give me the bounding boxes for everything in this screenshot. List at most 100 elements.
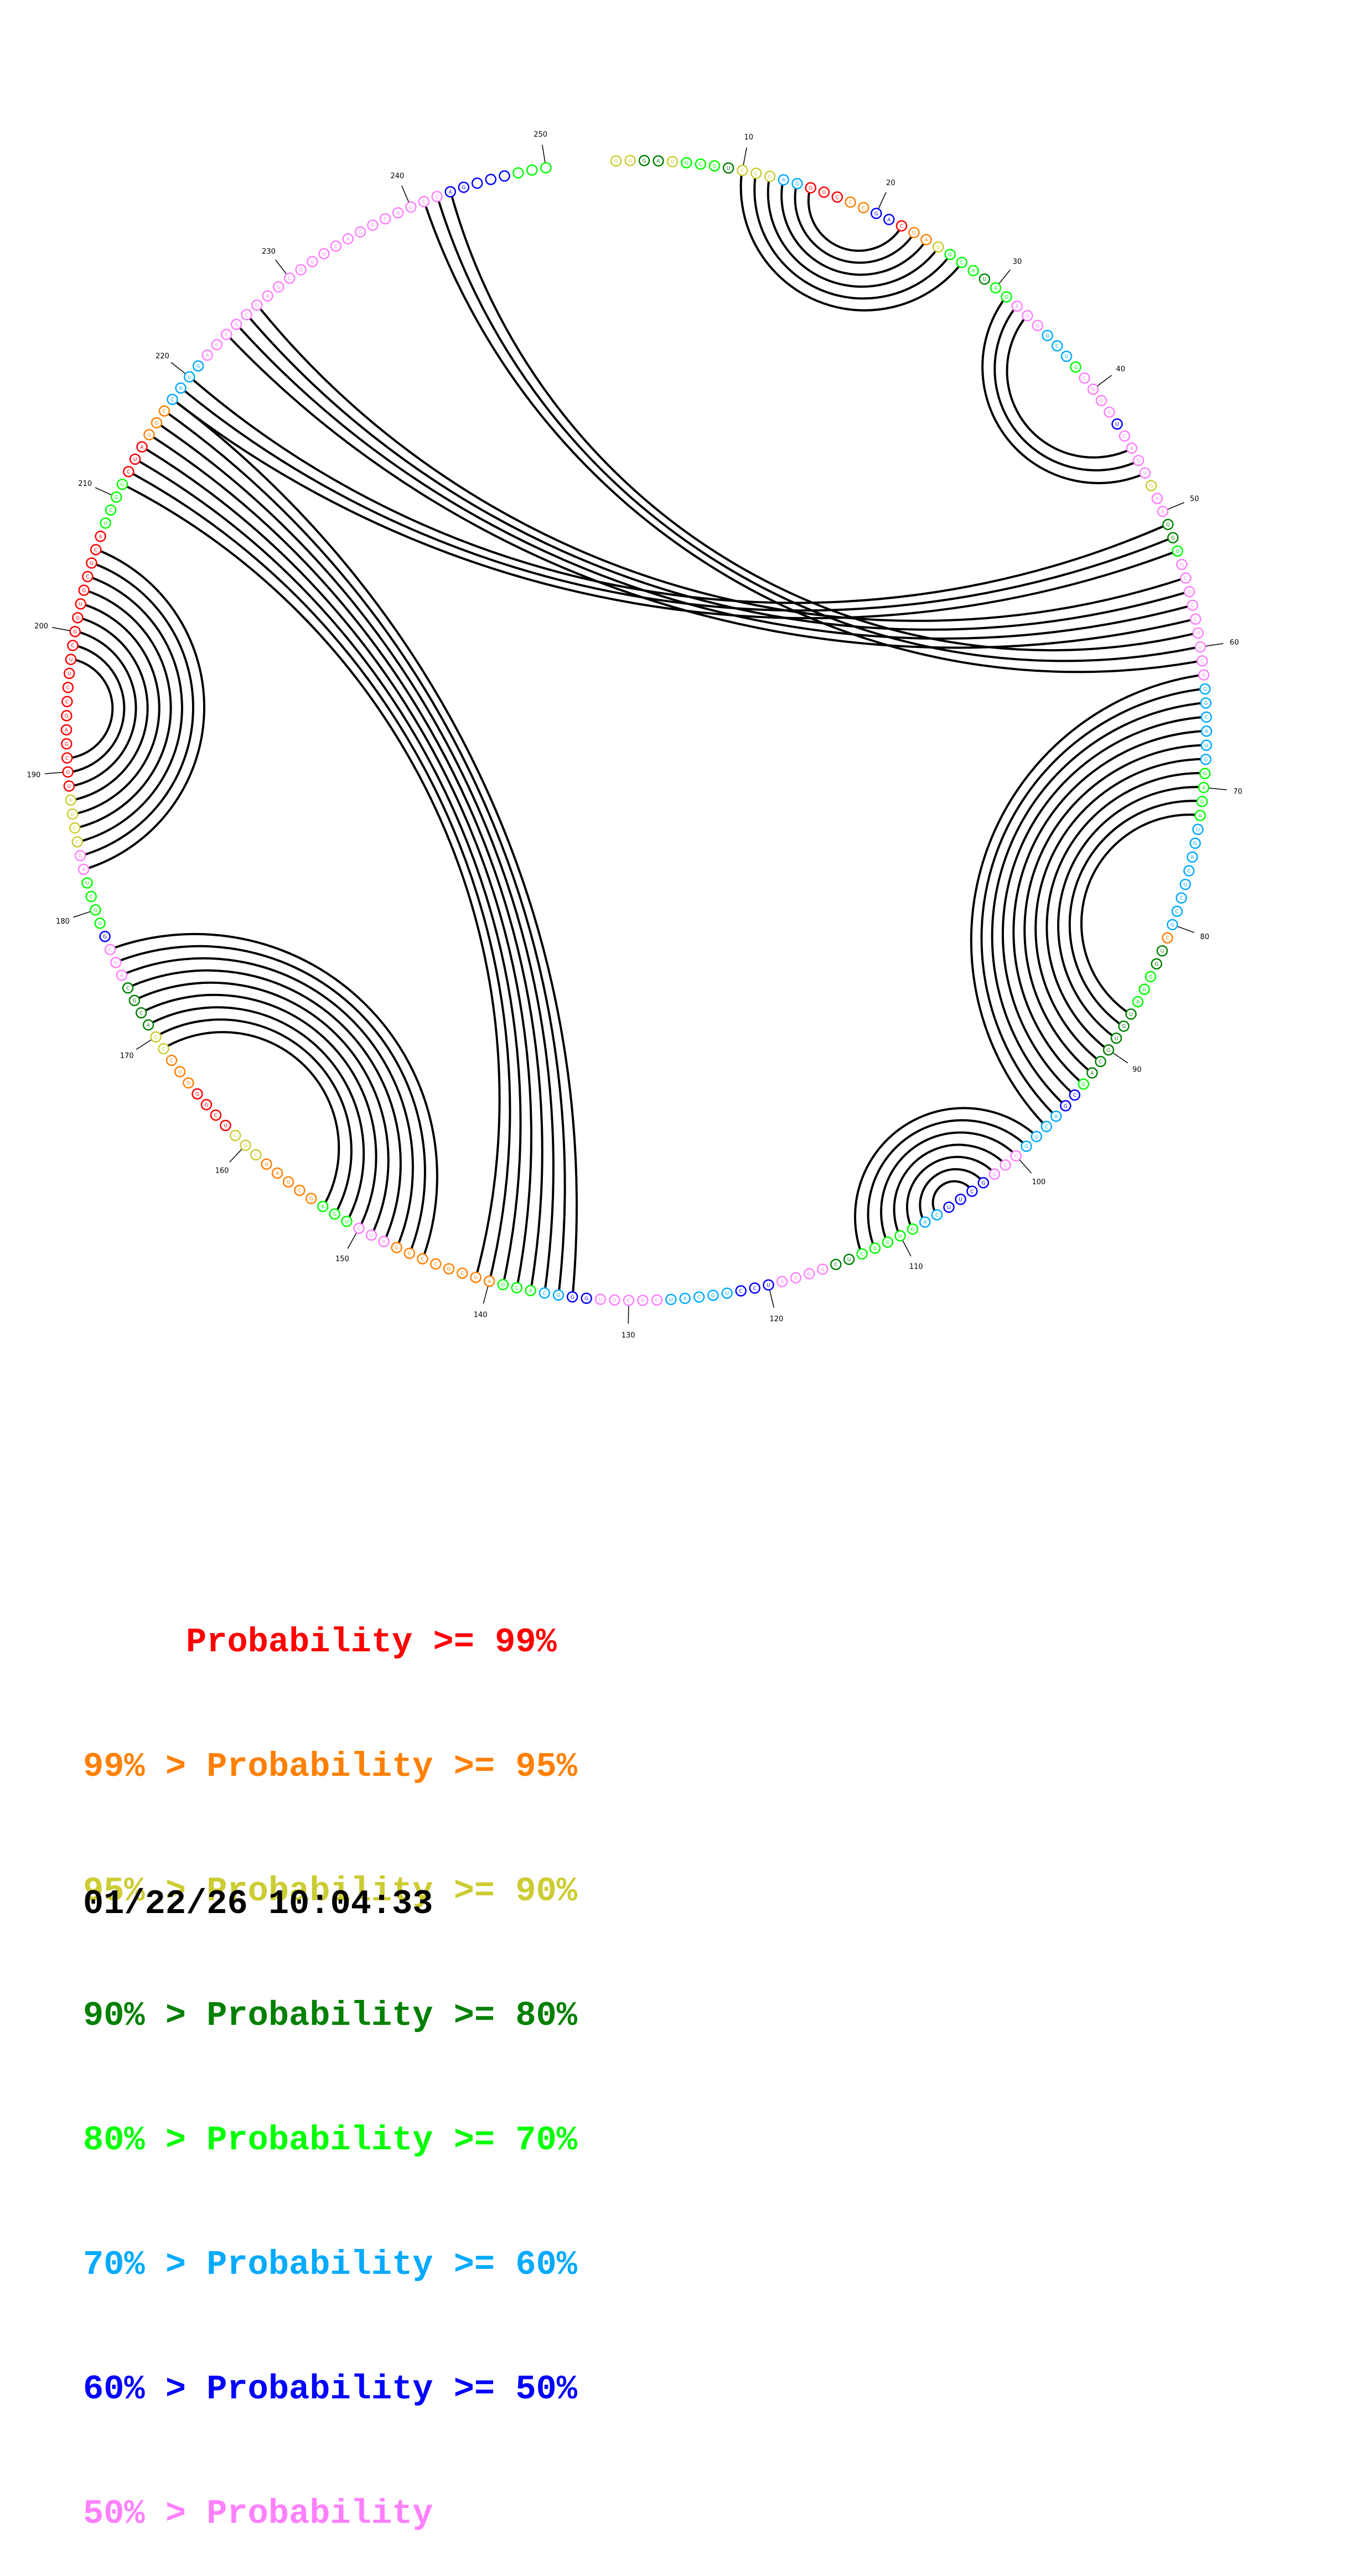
nucleotide: C bbox=[123, 466, 134, 478]
nucleotide: U bbox=[341, 1215, 353, 1227]
svg-text:130: 130 bbox=[622, 1331, 635, 1340]
svg-text:G: G bbox=[94, 908, 97, 914]
svg-text:U: U bbox=[1115, 1036, 1119, 1041]
svg-text:G: G bbox=[65, 714, 69, 719]
svg-text:220: 220 bbox=[156, 353, 169, 361]
nucleotide: C bbox=[104, 944, 116, 956]
nucleotide: C bbox=[749, 1282, 760, 1294]
nucleotide: C bbox=[105, 504, 117, 516]
position-tick: 240 bbox=[390, 172, 410, 203]
nucleotide: C bbox=[379, 213, 391, 225]
nucleotide: C bbox=[71, 836, 84, 848]
nucleotide: G bbox=[305, 1193, 317, 1205]
nucleotide: C bbox=[856, 1248, 868, 1260]
svg-text:A: A bbox=[994, 286, 998, 291]
nucleotide: G bbox=[1042, 330, 1053, 341]
nucleotide: G bbox=[1176, 558, 1188, 571]
svg-text:A: A bbox=[140, 445, 144, 450]
nucleotide: G bbox=[1200, 697, 1212, 709]
svg-text:U: U bbox=[725, 1291, 729, 1297]
svg-text:G: G bbox=[121, 483, 125, 488]
position-tick: 220 bbox=[156, 353, 185, 374]
nucleotide: G bbox=[1167, 532, 1179, 543]
nucleotide: G bbox=[1194, 810, 1206, 821]
svg-text:G: G bbox=[1081, 1082, 1085, 1087]
svg-text:40: 40 bbox=[1116, 365, 1125, 374]
svg-text:C: C bbox=[834, 1262, 837, 1268]
nucleotide: A bbox=[142, 1019, 154, 1031]
svg-text:C: C bbox=[357, 1226, 360, 1232]
nucleotide: C bbox=[353, 1222, 365, 1234]
nucleotide: U bbox=[63, 780, 75, 792]
svg-text:250: 250 bbox=[534, 131, 547, 139]
svg-text:G: G bbox=[71, 812, 75, 817]
svg-text:G: G bbox=[1204, 701, 1208, 707]
nucleotide: U bbox=[1125, 1008, 1137, 1020]
svg-text:G: G bbox=[1171, 922, 1174, 928]
base-pair-arc bbox=[424, 205, 1198, 673]
svg-text:C: C bbox=[94, 548, 97, 553]
svg-text:A: A bbox=[1016, 304, 1019, 310]
svg-text:A: A bbox=[69, 798, 73, 804]
base-pair-arc bbox=[229, 337, 1191, 649]
svg-text:C: C bbox=[886, 1240, 889, 1246]
svg-text:C: C bbox=[170, 1058, 173, 1064]
nucleotide: G bbox=[272, 281, 284, 293]
nucleotide: G bbox=[192, 360, 204, 372]
nucleotide: G bbox=[282, 1176, 294, 1188]
svg-text:C: C bbox=[234, 1133, 237, 1139]
nucleotide: C bbox=[211, 339, 223, 351]
nucleotide: A bbox=[60, 724, 73, 735]
base-pair-arc bbox=[780, 184, 925, 276]
base-pair-arc bbox=[139, 460, 522, 1281]
position-tick: 70 bbox=[1209, 787, 1242, 796]
svg-text:G: G bbox=[1171, 536, 1175, 541]
nucleotide: U bbox=[220, 1119, 231, 1131]
nucleotide: C bbox=[158, 405, 170, 417]
nucleotide bbox=[471, 177, 483, 189]
svg-text:G: G bbox=[1036, 323, 1039, 329]
svg-text:G: G bbox=[287, 1180, 291, 1185]
position-tick: 210 bbox=[78, 480, 112, 495]
svg-text:G: G bbox=[1005, 295, 1008, 300]
nucleotide: C bbox=[1079, 372, 1090, 384]
nucleotide: A bbox=[1011, 300, 1023, 312]
svg-text:U: U bbox=[1035, 1134, 1039, 1140]
svg-text:A: A bbox=[1054, 1114, 1058, 1119]
position-tick: 90 bbox=[1112, 1053, 1142, 1074]
base-pair-arc bbox=[132, 969, 402, 1238]
nucleotide: U bbox=[65, 654, 77, 665]
base-pair-arc bbox=[74, 631, 137, 787]
nucleotide: U bbox=[665, 1293, 677, 1305]
svg-text:A: A bbox=[99, 534, 103, 540]
legend-entry-1: 99% > Probability >= 95% bbox=[83, 1747, 577, 1786]
nucleotide: A bbox=[271, 1167, 283, 1179]
base-pair-arc bbox=[1080, 813, 1195, 1013]
nucleotide bbox=[499, 170, 510, 182]
nucleotide: G bbox=[1198, 669, 1210, 681]
nucleotide: G bbox=[681, 157, 692, 169]
nucleotide: C bbox=[737, 164, 748, 177]
svg-text:C: C bbox=[860, 1252, 863, 1257]
svg-text:G: G bbox=[628, 158, 632, 164]
svg-text:A: A bbox=[65, 728, 69, 733]
nucleotide: G bbox=[988, 1168, 1001, 1180]
svg-text:G: G bbox=[713, 164, 717, 169]
base-pair-arc bbox=[451, 196, 1194, 652]
svg-text:G: G bbox=[809, 186, 812, 191]
base-pair-arc bbox=[82, 577, 183, 842]
svg-text:G: G bbox=[1203, 687, 1207, 692]
svg-text:A: A bbox=[321, 1204, 325, 1210]
svg-text:G: G bbox=[277, 285, 281, 291]
position-tick: 190 bbox=[27, 771, 63, 780]
nucleotide: A bbox=[967, 265, 979, 277]
nucleotide: G bbox=[566, 1291, 578, 1303]
svg-text:G: G bbox=[911, 1227, 915, 1232]
nucleotide: A bbox=[175, 382, 187, 394]
svg-text:U: U bbox=[133, 457, 137, 463]
svg-text:C: C bbox=[1187, 869, 1190, 874]
nucleotide: U bbox=[1139, 467, 1151, 479]
nucleotide: U bbox=[722, 162, 734, 174]
svg-text:G: G bbox=[874, 211, 878, 217]
nucleotide: U bbox=[1192, 627, 1204, 639]
